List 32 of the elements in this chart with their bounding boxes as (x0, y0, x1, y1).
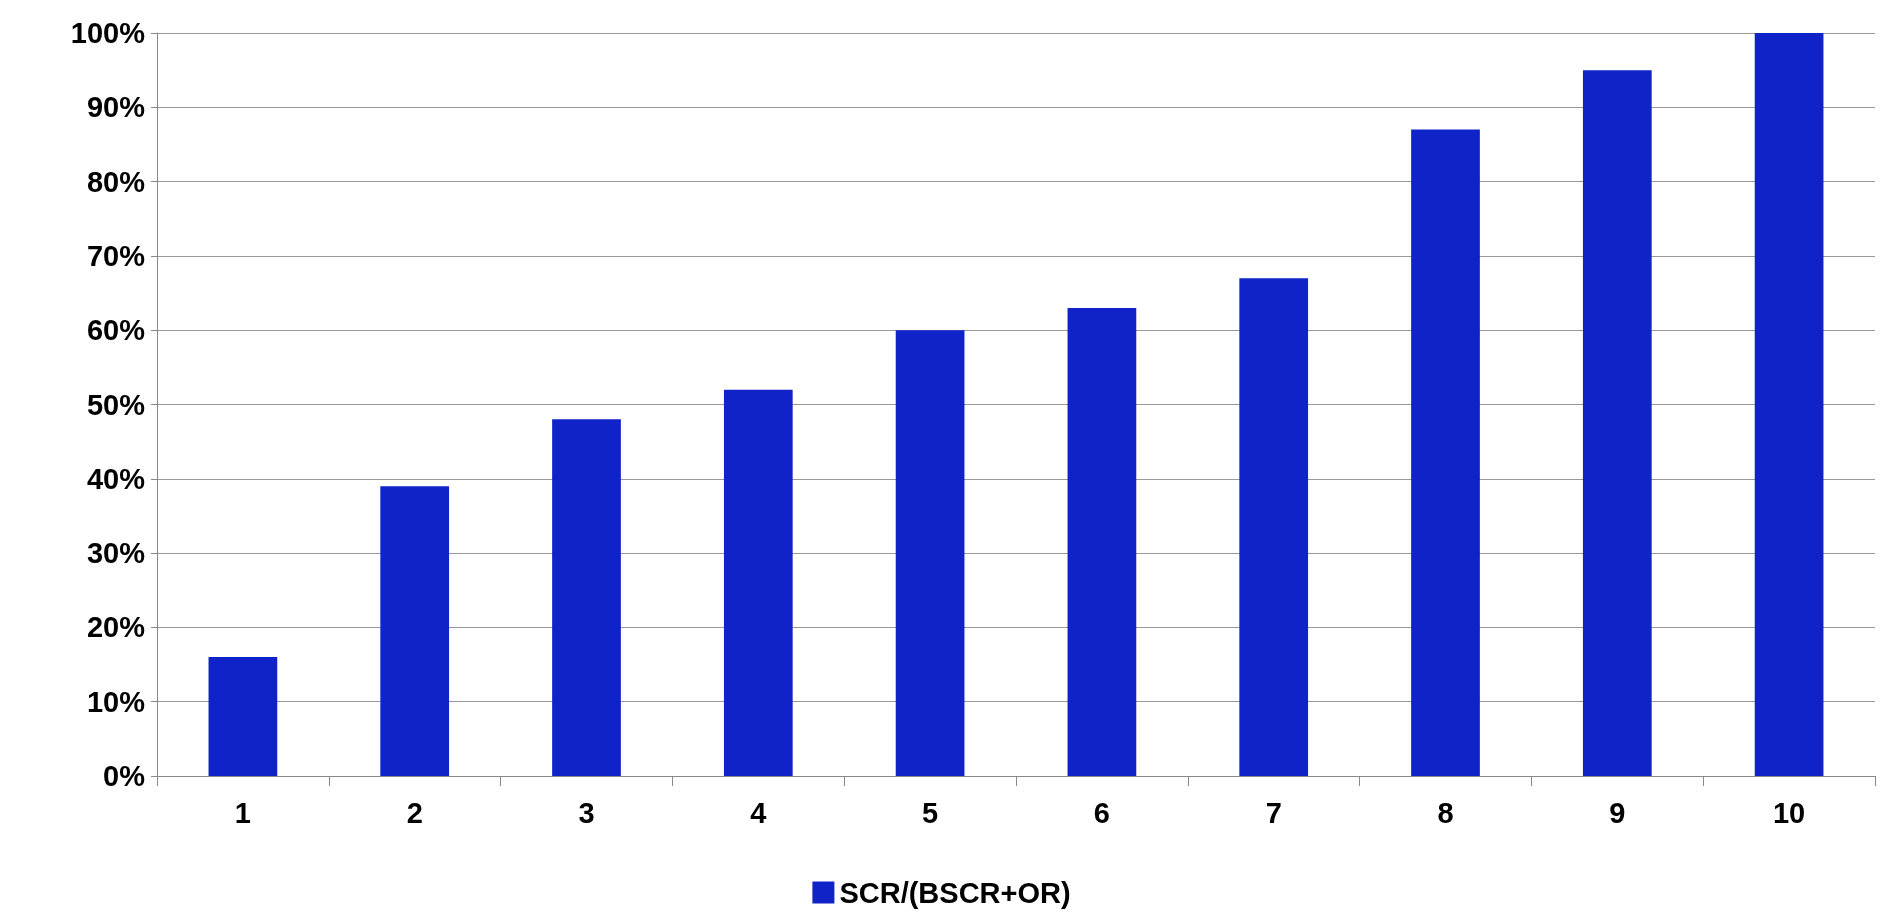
y-tick-label: 40% (86, 462, 146, 495)
x-tick-label: 4 (750, 796, 767, 829)
x-tick-label: 8 (1437, 796, 1454, 829)
bar (1411, 129, 1480, 776)
y-tick-label: 60% (86, 314, 146, 347)
x-tick-label: 10 (1772, 796, 1806, 829)
legend-label: SCR/(BSCR+OR) (839, 876, 1071, 909)
y-tick-label: 70% (86, 239, 146, 272)
y-tick-label: 20% (86, 611, 146, 644)
x-tick-label: 6 (1093, 796, 1110, 829)
y-tick-label: 0% (103, 760, 146, 792)
bar (895, 330, 965, 776)
y-tick-label: 80% (86, 165, 146, 198)
bar (380, 486, 450, 776)
x-tick-label: 7 (1265, 796, 1282, 829)
x-tick-label: 9 (1609, 796, 1626, 829)
y-tick-label: 50% (86, 388, 146, 421)
x-tick-label: 1 (234, 796, 251, 829)
bar (1067, 307, 1137, 776)
bar (208, 657, 278, 776)
bar (1239, 278, 1309, 776)
x-tick-label: 5 (922, 796, 939, 829)
bar (723, 389, 793, 776)
bar (1582, 70, 1652, 776)
y-tick-label: 30% (86, 537, 146, 570)
y-tick-label: 100% (70, 17, 146, 49)
x-tick-label: 3 (578, 796, 595, 829)
y-tick-label: 10% (86, 685, 146, 718)
y-tick-label: 90% (86, 91, 146, 124)
bar (552, 419, 621, 776)
bar (1754, 33, 1824, 776)
x-tick-label: 2 (406, 796, 423, 829)
